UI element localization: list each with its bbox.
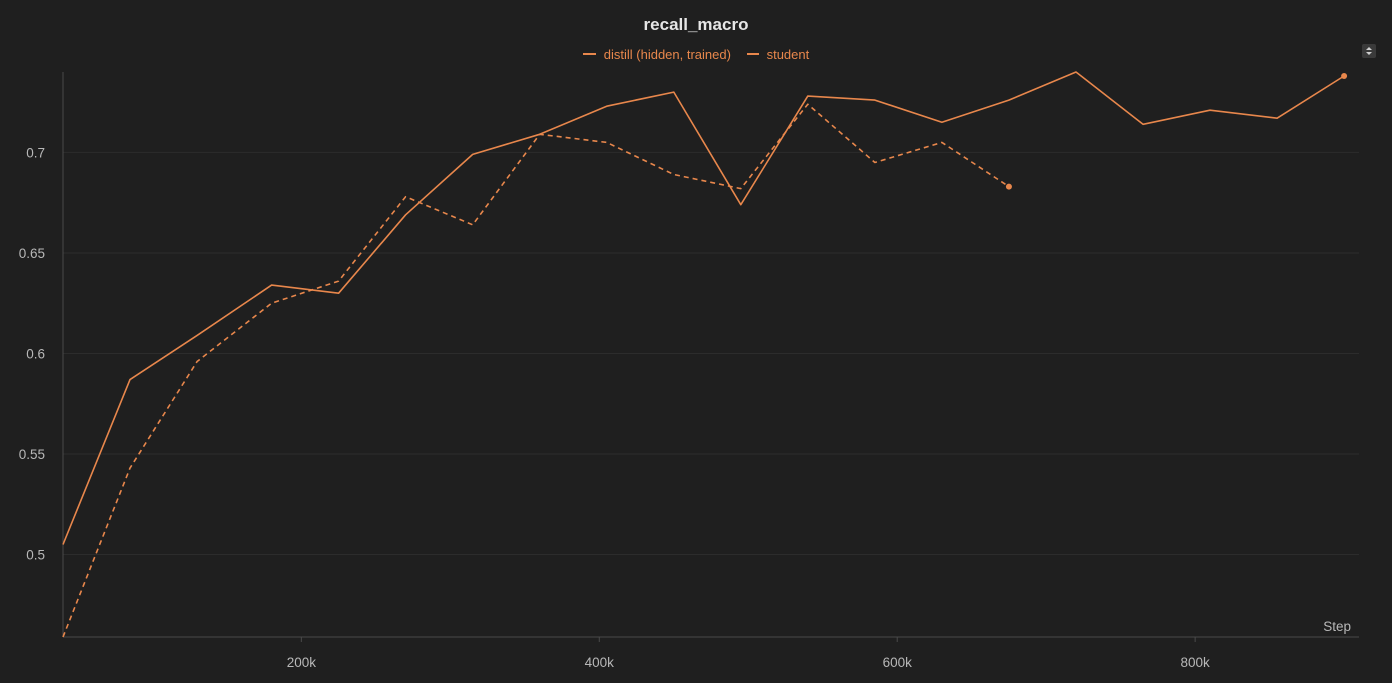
x-tick-label: 600k (883, 655, 913, 670)
series-line-1[interactable] (62, 103, 1010, 638)
legend-label-distill: distill (hidden, trained) (603, 46, 731, 62)
series-end-point-0[interactable] (1341, 73, 1348, 80)
series-line-0[interactable] (62, 71, 1345, 545)
sort-icon (1366, 47, 1372, 55)
legend-item-student[interactable]: student (746, 46, 810, 62)
legend-item-distill[interactable]: distill (hidden, trained) (582, 46, 731, 62)
y-tick-label: 0.65 (19, 246, 45, 261)
series-end-point-1[interactable] (1005, 183, 1012, 190)
x-tick-label: 800k (1180, 655, 1210, 670)
legend: distill (hidden, trained) student (0, 43, 1392, 62)
x-tick-label: 200k (287, 655, 317, 670)
legend-label-student: student (766, 46, 810, 62)
y-tick-label: 0.6 (26, 346, 45, 361)
legend-swatch-dashed (746, 53, 759, 55)
legend-swatch-solid (582, 53, 596, 55)
x-axis-title: Step (1323, 619, 1351, 634)
y-tick-label: 0.7 (26, 145, 45, 160)
x-tick-label: 400k (585, 655, 615, 670)
y-tick-label: 0.55 (19, 447, 45, 462)
axes: 0.5 0.55 0.6 0.65 0.7 200k 400k 600k 800k (19, 72, 1359, 670)
grid-lines (63, 151, 1359, 556)
series-lines (62, 71, 1348, 638)
y-tick-label: 0.5 (26, 548, 45, 563)
panel-menu-button[interactable] (1362, 44, 1376, 58)
chart-title: recall_macro (643, 15, 749, 34)
